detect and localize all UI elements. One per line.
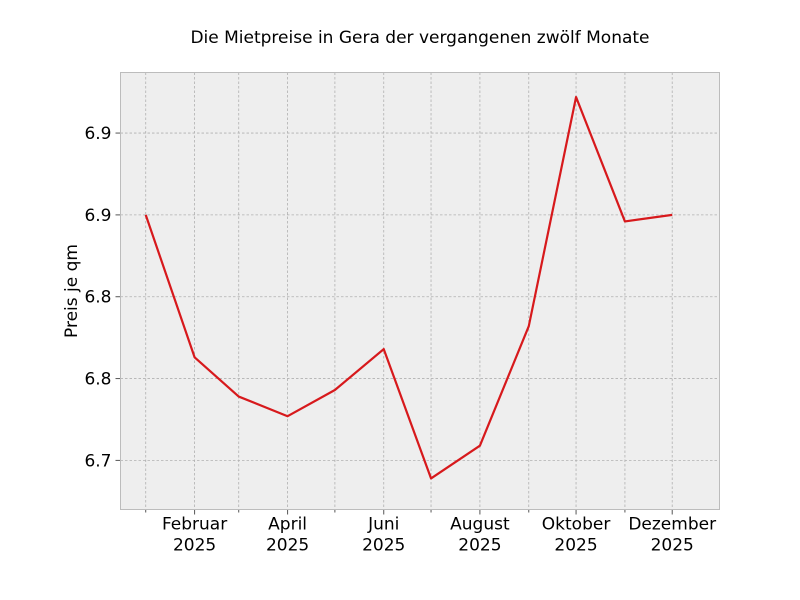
x-tick-label-year: 2025: [362, 536, 405, 556]
x-tick-label: August 2025: [450, 515, 510, 556]
x-tick-label-year: 2025: [651, 536, 694, 556]
x-tick-label-month: April: [268, 515, 307, 535]
series-group: [144, 95, 673, 480]
x-tick-label-month: Februar: [162, 515, 227, 535]
y-axis-tick-labels: 6.7 6.8 6.8 6.9 6.9: [84, 124, 111, 471]
plot-frame: [120, 72, 720, 510]
x-tick-label-year: 2025: [458, 536, 501, 556]
x-tick-label-year: 2025: [554, 536, 597, 556]
plot-area: [120, 72, 720, 510]
y-tick-label: 6.8: [84, 370, 111, 390]
x-tick-label-month: August: [450, 515, 510, 535]
x-tick-label-month: Juni: [367, 515, 399, 535]
y-tick-label: 6.8: [84, 288, 111, 308]
x-tick-label: Oktober 2025: [542, 515, 611, 556]
x-tick-label: Juni 2025: [362, 515, 405, 556]
x-tick-label: April 2025: [266, 515, 309, 556]
x-tick-label: Dezember 2025: [628, 515, 716, 556]
x-tick-label: Februar 2025: [162, 515, 227, 556]
x-tick-label-year: 2025: [173, 536, 216, 556]
x-tick-label-year: 2025: [266, 536, 309, 556]
grid-lines: [120, 72, 720, 510]
y-tick-label: 6.9: [84, 206, 111, 226]
x-tick-label-month: Dezember: [628, 515, 716, 535]
y-tick-label: 6.7: [84, 451, 111, 471]
y-tick-label: 6.9: [84, 124, 111, 144]
x-tick-label-month: Oktober: [542, 515, 611, 535]
y-axis-label: Preis je qm: [62, 244, 82, 338]
series-line: [144, 95, 673, 480]
chart-title: Die Mietpreise in Gera der vergangenen z…: [190, 28, 649, 48]
